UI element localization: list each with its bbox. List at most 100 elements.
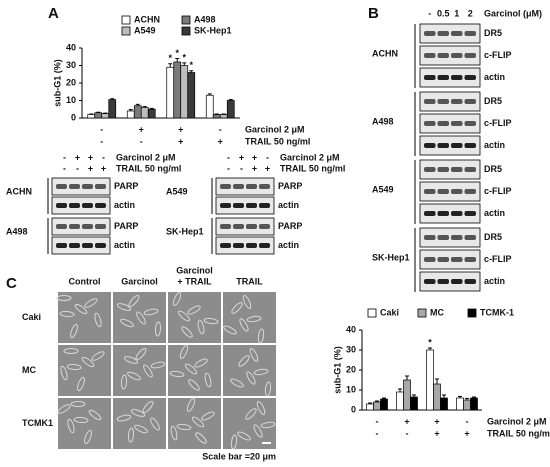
treatment-label: Garcinol 2 μM (245, 124, 305, 134)
significance-mark: * (168, 53, 172, 63)
cell-shape (172, 292, 182, 306)
blot-band (437, 53, 449, 58)
micrograph (223, 345, 276, 396)
bar (187, 72, 196, 119)
bar (426, 349, 434, 411)
blot-image (419, 159, 481, 180)
panel-letter: B (368, 5, 379, 22)
blot-band (424, 189, 436, 194)
treatment-sign: - (266, 152, 269, 162)
legend-label: A549 (134, 25, 156, 35)
blot-image (51, 196, 111, 215)
blot-band (95, 203, 106, 208)
lane-label: 2 (468, 8, 473, 18)
micrograph (58, 292, 111, 343)
band-label: DR5 (484, 164, 502, 174)
blot-band (424, 99, 436, 104)
bar (403, 379, 411, 411)
cell-shape (223, 325, 237, 335)
blot-band (82, 243, 93, 248)
band-label: actin (278, 200, 299, 210)
y-axis-label: sub-G1 (%) (52, 59, 62, 107)
treatment-sign: - (376, 428, 379, 438)
cell-shape (253, 424, 263, 438)
blot-band (220, 224, 231, 229)
legend-swatch (367, 308, 377, 318)
bar (133, 105, 142, 119)
treatment-sign: - (100, 136, 103, 146)
blot-band (464, 31, 476, 36)
blot-band (56, 203, 67, 208)
bar (87, 114, 96, 119)
treatment-sign: - (466, 416, 469, 426)
blot-band (464, 167, 476, 172)
cell-shape (74, 303, 88, 315)
significance-mark: * (182, 52, 186, 62)
blot-band (259, 203, 270, 208)
treatment-sign: + (88, 152, 93, 162)
blot-band (451, 143, 463, 148)
bar (380, 398, 388, 411)
cell-shape (245, 408, 257, 420)
cell-shape (67, 418, 75, 434)
blot-band (437, 257, 449, 262)
cell-shape (116, 303, 132, 311)
blot-band (95, 243, 106, 248)
cell-shape (230, 378, 244, 388)
cell-shape (60, 365, 68, 381)
cell-shape (94, 312, 102, 328)
cell-line-label: A549 (166, 186, 188, 196)
blot-band (437, 99, 449, 104)
cell-shape (169, 370, 185, 378)
row-label: MC (22, 365, 36, 375)
cell-shape (231, 302, 243, 314)
cell-shape (238, 355, 250, 367)
treatment-sign: - (240, 163, 243, 173)
blot-band (424, 257, 436, 262)
y-tick-label: 20 (346, 364, 356, 374)
cell-line-label: SK-Hep1 (372, 252, 410, 262)
treatment-sign: + (88, 163, 93, 173)
y-tick-label: 30 (66, 60, 76, 70)
cell-shape (130, 409, 146, 417)
treatment-sign: + (101, 163, 106, 173)
column-label: Garcinol (121, 276, 158, 286)
blot-band (464, 143, 476, 148)
treatment-sign: - (376, 416, 379, 426)
cell-shape (246, 371, 256, 385)
bar (101, 113, 110, 119)
blot-band (69, 224, 80, 229)
lane-label: 1 (454, 8, 459, 18)
bar (470, 397, 478, 411)
blot-image (419, 67, 481, 88)
cell-shape (197, 319, 205, 335)
cell-shape (81, 356, 95, 368)
cell-shape (186, 398, 196, 412)
lane-header: Garcinol (μM) (484, 8, 542, 18)
treatment-sign: + (252, 152, 257, 162)
blot-band (437, 167, 449, 172)
cell-shape (187, 305, 201, 315)
treatment-sign: + (265, 163, 270, 173)
blot-image (419, 23, 481, 44)
band-label: c-FLIP (484, 50, 512, 60)
legend-swatch (467, 308, 477, 318)
cell-line-label: ACHN (372, 48, 398, 58)
cell-shape (135, 347, 147, 361)
cell-shape (91, 351, 105, 361)
blot-band (220, 243, 231, 248)
legend-swatch (417, 308, 427, 318)
treatment-sign: + (218, 136, 223, 146)
blot-band (464, 189, 476, 194)
panel-letter: C (6, 275, 17, 292)
cell-shape (127, 371, 141, 381)
y-tick-label: 20 (66, 77, 76, 87)
blot-band (69, 203, 80, 208)
cell-shape (195, 432, 207, 444)
cell-shape (184, 363, 198, 375)
panel-letter: A (48, 5, 59, 22)
micrograph (168, 398, 221, 449)
band-label: actin (114, 200, 135, 210)
band-label: DR5 (484, 96, 502, 106)
